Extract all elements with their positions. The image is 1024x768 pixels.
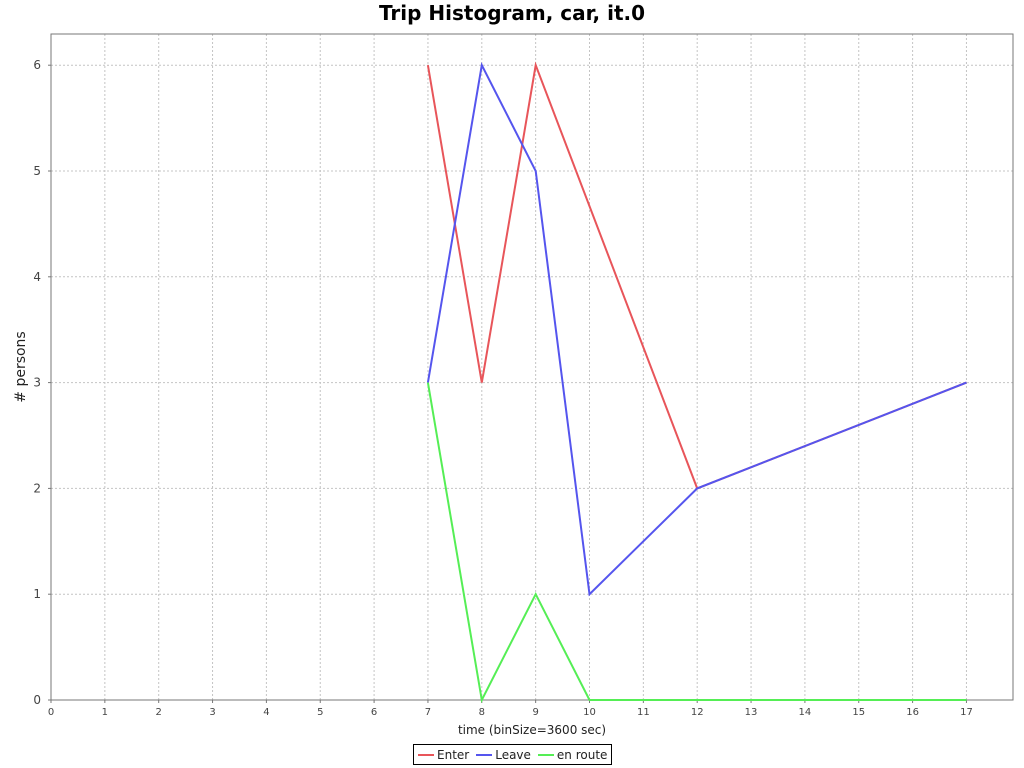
x-tick-label: 15 <box>852 707 865 718</box>
x-tick-label: 2 <box>156 707 162 718</box>
series-line-en-route <box>426 382 967 704</box>
y-tick-label: 3 <box>33 376 41 390</box>
x-tick-label: 4 <box>263 707 269 718</box>
x-tick-label: 6 <box>371 707 377 718</box>
x-tick-label: 11 <box>637 707 650 718</box>
legend-item-en-route: en route <box>536 747 608 762</box>
series-lines <box>426 61 967 704</box>
y-tick-label: 5 <box>33 164 41 178</box>
legend-item-enter: Enter <box>416 748 469 762</box>
legend-swatch <box>537 753 554 756</box>
plot-frame <box>50 33 1014 701</box>
y-tick-label: 4 <box>33 270 41 284</box>
x-tick-label: 5 <box>317 707 323 718</box>
legend-label: Enter <box>437 747 470 762</box>
legend: Enter Leave en route <box>413 744 613 765</box>
x-tick-label: 7 <box>425 707 431 718</box>
legend-item-leave: Leave <box>474 748 531 762</box>
y-axis-title: # persons <box>13 331 29 402</box>
y-tick-label: 1 <box>33 587 41 601</box>
legend-swatch <box>418 753 434 756</box>
x-tick-label: 3 <box>209 707 215 718</box>
x-tick-label: 8 <box>479 707 485 718</box>
x-tick-label: 13 <box>745 707 758 718</box>
x-tick-label: 14 <box>799 707 812 718</box>
x-axis-title: time (binSize=3600 sec) <box>458 723 606 737</box>
y-tick-label: 0 <box>33 693 41 707</box>
grid <box>51 34 1013 700</box>
y-tick-label: 2 <box>33 481 41 495</box>
x-tick-label: 12 <box>691 707 704 718</box>
chart-title: Trip Histogram, car, it.0 <box>378 1 646 25</box>
legend-label: en route <box>556 747 608 762</box>
x-tick-label: 0 <box>48 707 54 718</box>
legend-swatch <box>476 753 493 756</box>
x-tick-label: 1 <box>102 707 108 718</box>
x-tick-label: 10 <box>583 707 596 718</box>
x-tick-label: 16 <box>906 707 919 718</box>
legend-label: Leave <box>495 747 531 762</box>
y-tick-label: 6 <box>33 58 41 72</box>
series-line-leave <box>426 62 967 597</box>
x-tick-label: 9 <box>532 707 538 718</box>
x-tick-label: 17 <box>960 707 973 718</box>
